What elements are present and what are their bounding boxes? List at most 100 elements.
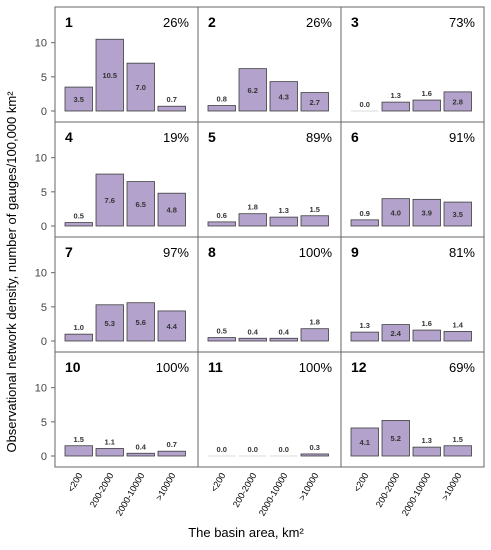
bar-value-label: 0.4 (279, 327, 290, 336)
x-tick-label: 200-2000 (231, 471, 259, 509)
bar-value-label: 0.0 (217, 445, 227, 454)
bar (350, 219, 379, 227)
bar (381, 198, 410, 227)
x-axis-label: The basin area, km² (188, 525, 304, 540)
x-tick-label: <200 (352, 471, 371, 494)
bar (443, 91, 472, 112)
bar-value-label: 0.0 (279, 445, 289, 454)
bar (126, 181, 155, 227)
bar (238, 213, 267, 227)
y-tick-label: 5 (41, 302, 47, 314)
bar (207, 105, 236, 112)
bar-value-label: 0.6 (217, 211, 227, 220)
bar (95, 38, 124, 112)
bar (381, 101, 410, 112)
bar (64, 333, 93, 342)
bar (269, 216, 298, 227)
x-tick-label: >10000 (440, 471, 464, 502)
bar (207, 337, 236, 342)
bar-value-label: 4.1 (360, 438, 370, 447)
bar (350, 331, 379, 342)
bar-value-label: 0.9 (360, 209, 370, 218)
panel-percent: 69% (449, 360, 475, 375)
bar (157, 310, 186, 342)
bar (269, 337, 298, 342)
bar (126, 302, 155, 342)
x-tick-label: 200-2000 (88, 471, 116, 509)
bar-value-label: 0.5 (74, 212, 84, 221)
panel-number: 2 (208, 14, 216, 30)
bar-value-label: 3.5 (453, 210, 463, 219)
x-tick-label: <200 (209, 471, 228, 494)
bar-value-label: 1.6 (422, 89, 432, 98)
bar-value-label: 0.3 (310, 443, 320, 452)
bar-value-label: 1.3 (422, 436, 432, 445)
bar (443, 201, 472, 227)
bar-value-label: 5.6 (136, 318, 146, 327)
bar-value-label: 0.7 (167, 440, 177, 449)
bar (157, 105, 186, 112)
bar (64, 445, 93, 457)
x-tick-label: <200 (66, 471, 85, 494)
bar-value-label: 0.4 (136, 442, 147, 451)
y-tick-label: 10 (35, 38, 47, 50)
bar-value-label: 1.5 (310, 205, 320, 214)
bar (412, 446, 441, 457)
bar-value-label: 0.4 (248, 327, 259, 336)
panel-percent: 81% (449, 245, 475, 260)
bar (95, 448, 124, 457)
bar (412, 329, 441, 342)
bar-value-label: 10.5 (102, 71, 117, 80)
panel-number: 7 (65, 244, 73, 260)
y-axis-label: Observational network density, number of… (4, 91, 19, 453)
bar (157, 192, 186, 227)
bar-value-label: 7.0 (136, 83, 146, 92)
bar-value-label: 7.6 (105, 196, 115, 205)
panel-grid (51, 6, 485, 468)
bar-value-label: 0.0 (360, 100, 370, 109)
bar-value-label: 1.8 (248, 203, 258, 212)
bar-value-label: 1.6 (422, 319, 432, 328)
bar (207, 221, 236, 227)
bar (95, 304, 124, 342)
bar (64, 222, 93, 227)
y-tick-label: 0 (41, 106, 47, 118)
y-tick-label: 5 (41, 417, 47, 429)
bar (269, 81, 298, 112)
panel-number: 5 (208, 129, 216, 145)
bar-value-label: 4.3 (279, 92, 289, 101)
bar-value-label: 6.5 (136, 200, 146, 209)
bar (381, 420, 410, 457)
panel-percent: 100% (156, 360, 190, 375)
bar (300, 328, 329, 342)
panel-number: 6 (351, 129, 359, 145)
bar-value-label: 1.5 (74, 435, 84, 444)
panel-percent: 26% (306, 15, 332, 30)
y-tick-label: 10 (35, 268, 47, 280)
panel-percent: 100% (299, 360, 333, 375)
bar-value-label: 0.7 (167, 95, 177, 104)
x-tick-label: >10000 (154, 471, 178, 502)
y-tick-label: 10 (35, 383, 47, 395)
x-tick-label: 2000-10000 (114, 471, 147, 518)
bar-value-label: 3.5 (74, 95, 84, 104)
bar (300, 92, 329, 112)
x-tick-label: 2000-10000 (257, 471, 290, 518)
bar (350, 427, 379, 457)
panel-percent: 89% (306, 130, 332, 145)
bar-value-label: 5.3 (105, 319, 115, 328)
bar (64, 86, 93, 112)
bar-value-label: 1.5 (453, 435, 463, 444)
bar-value-label: 4.0 (391, 208, 401, 217)
bar-value-label: 1.0 (74, 323, 84, 332)
bar (412, 198, 441, 227)
bar (238, 337, 267, 342)
panel-number: 4 (65, 129, 73, 145)
bar (126, 62, 155, 112)
y-tick-label: 0 (41, 336, 47, 348)
panel-number: 1 (65, 14, 73, 30)
panel-percent: 73% (449, 15, 475, 30)
panel-number: 3 (351, 14, 359, 30)
bar-value-label: 1.3 (279, 206, 289, 215)
panel-percent: 100% (299, 245, 333, 260)
